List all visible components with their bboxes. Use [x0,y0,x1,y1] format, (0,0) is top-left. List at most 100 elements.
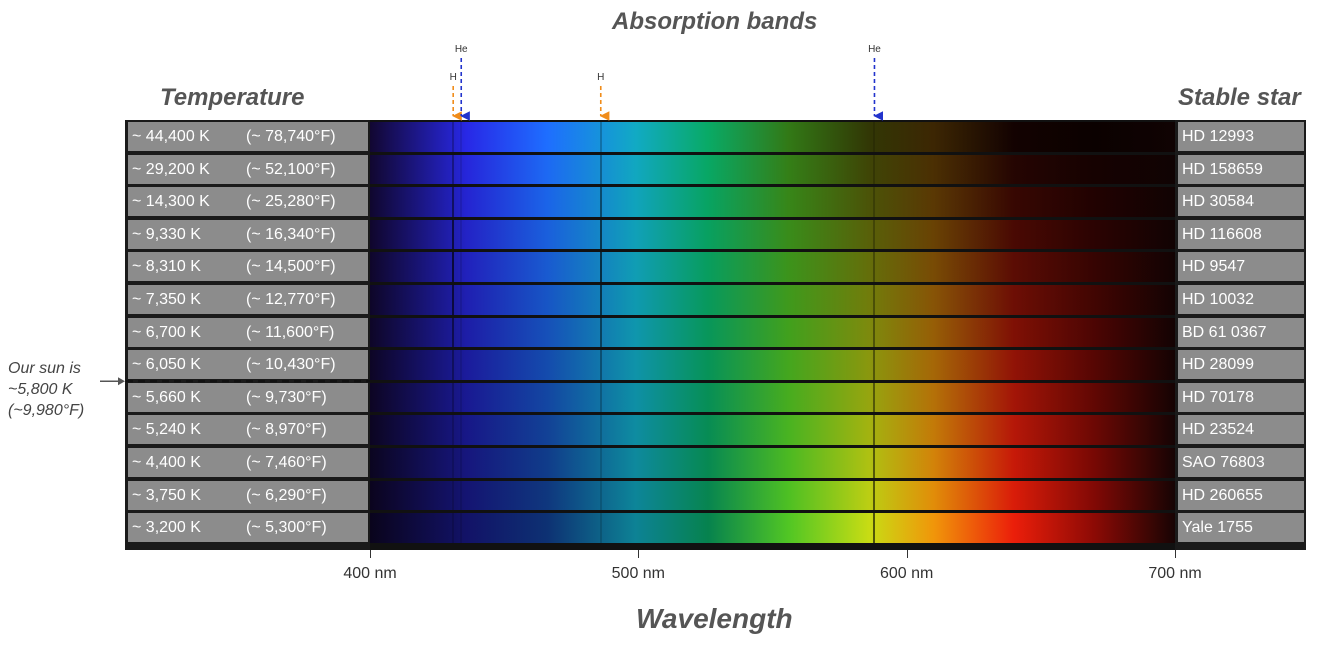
x-tick-label: 400 nm [343,565,397,582]
absorption-line [460,350,463,380]
star-name-label: HD 116608 [1178,219,1304,249]
spectrum-band [370,382,1175,413]
absorption-line [873,122,876,152]
star-name-label: HD 23524 [1178,415,1304,445]
spectra-chart: ~ 44,400 K (~ 78,740°F) ~ 29,200 K (~ 52,10… [125,120,1306,550]
absorption-line [460,382,463,413]
absorption-line [460,285,463,315]
temperature-row: ~ 3,200 K (~ 5,300°F) [128,513,368,543]
kelvin-label: ~ 4,400 K [132,454,201,471]
kelvin-label: ~ 9,330 K [132,225,201,243]
temperature-row: ~ 29,200 K (~ 52,100°F) [128,154,368,184]
absorption-line [873,382,876,413]
fahrenheit-label: (~ 52,100°F) [246,160,336,178]
spectrum-band [370,122,1175,152]
absorption-line [599,382,602,413]
absorption-line [460,122,463,152]
star-name-label: HD 10032 [1178,285,1304,314]
absorption-line [460,219,463,250]
fahrenheit-label: (~ 5,300°F) [246,519,327,537]
temperature-row: ~ 14,300 K (~ 25,280°F) [128,187,368,217]
absorption-marker-label: He [455,44,468,55]
wavelength-title: Wavelength [636,603,793,634]
absorption-line [873,480,876,511]
absorption-marker-label: H [450,72,457,83]
sun-note-line-3: (~9,980°F) [8,402,85,419]
stable-star-title: Stable star [1178,84,1301,111]
absorption-line [452,415,455,445]
spectrum-band [370,219,1175,250]
absorption-line [873,154,876,185]
spectrum-band [370,480,1175,511]
absorption-line [873,252,876,282]
absorption-line [452,187,455,217]
kelvin-label: ~ 14,300 K [132,193,210,211]
absorption-line [452,350,455,380]
spectrum-band [370,154,1175,185]
star-name-label: BD 61 0367 [1178,317,1304,347]
star-name-label: SAO 76803 [1178,448,1304,477]
absorption-line [599,187,602,217]
absorption-line [599,415,602,445]
temperature-row: ~ 6,700 K (~ 11,600°F) [128,317,368,347]
fahrenheit-label: (~ 78,740°F) [246,128,336,145]
absorption-line [460,448,463,478]
temperature-row: ~ 5,660 K (~ 9,730°F) [128,382,368,412]
absorption-line [873,187,876,217]
x-tick-label: 600 nm [879,565,934,582]
star-name-label: HD 9547 [1178,252,1304,282]
fahrenheit-label: (~ 25,280°F) [246,193,336,211]
fahrenheit-label: (~ 8,970°F) [246,421,327,439]
absorption-bands-title: Absorption bands [612,8,818,35]
fahrenheit-label: (~ 12,770°F) [246,291,336,308]
absorption-line [452,154,455,185]
absorption-line [599,317,602,348]
absorption-line [599,448,602,478]
x-tick-label: 700 nm [1148,565,1202,582]
absorption-line [452,382,455,413]
absorption-marker-label: H [597,72,604,83]
spectrum-band [370,350,1175,380]
absorption-line [452,448,455,478]
sun-note-line-1: Our sun is [8,360,81,377]
sun-note-line-2: ~5,800 K [8,381,73,398]
spectrum-band [370,513,1175,543]
kelvin-label: ~ 5,240 K [132,421,201,439]
x-tick-mark [906,550,908,558]
absorption-line [599,252,602,282]
spectrum-band [370,448,1175,478]
absorption-line [452,480,455,511]
temperature-row: ~ 4,400 K (~ 7,460°F) [128,448,368,477]
spectrum-band [370,252,1175,282]
absorption-line [599,285,602,315]
absorption-line [452,317,455,348]
absorption-line [599,480,602,511]
fahrenheit-label: (~ 9,730°F) [246,388,327,406]
absorption-line [873,317,876,348]
spectrum-band [370,187,1175,217]
temperature-row: ~ 6,050 K (~ 10,430°F) [128,350,368,380]
absorption-line [460,480,463,511]
fahrenheit-label: (~ 10,430°F) [246,356,336,374]
spectrum-band [370,317,1175,348]
temperature-row: ~ 8,310 K (~ 14,500°F) [128,252,368,282]
star-name-label: Yale 1755 [1178,513,1304,543]
star-name-label: HD 260655 [1178,480,1304,510]
temperature-row: ~ 3,750 K (~ 6,290°F) [128,480,368,510]
absorption-line [460,415,463,445]
absorption-line [460,187,463,217]
x-tick-label: 500 nm [611,565,666,582]
absorption-line [452,285,455,315]
absorption-line [452,252,455,282]
star-name-label: HD 70178 [1178,382,1304,412]
temperature-row: ~ 9,330 K (~ 16,340°F) [128,219,368,249]
absorption-line [452,122,455,152]
x-tick-mark [370,550,371,558]
kelvin-label: ~ 44,400 K [132,128,210,145]
stable-star-column: HD 12993 HD 158659 HD 30584 HD 116608 HD 954… [1175,120,1306,550]
temperature-column: ~ 44,400 K (~ 78,740°F) ~ 29,200 K (~ 52,10… [125,120,370,550]
absorption-line [599,154,602,185]
temperature-title: Temperature [160,84,305,111]
kelvin-label: ~ 3,750 K [132,486,201,504]
absorption-line [460,317,463,348]
